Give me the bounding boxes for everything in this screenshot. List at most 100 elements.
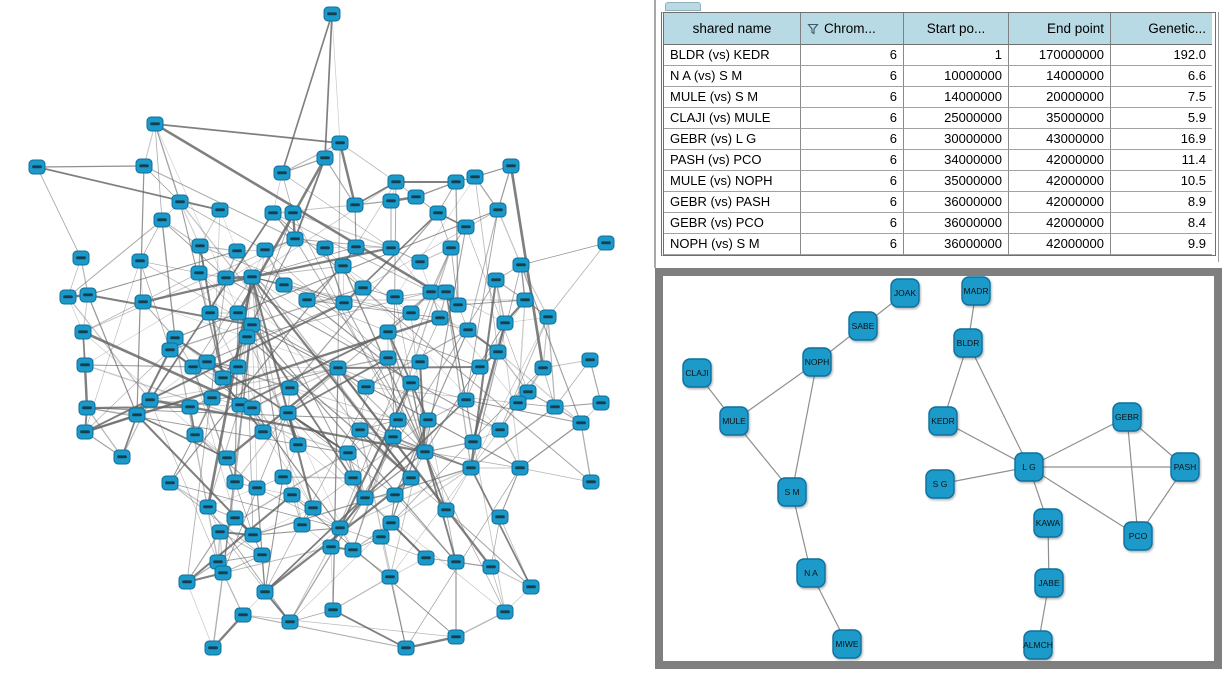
network-edge: [474, 176, 499, 353]
table-cell[interactable]: 30000000: [904, 129, 1009, 150]
detail-network-viewport[interactable]: JOAK SABE NOPH CLAJI MULE S M N A MIWE MADR BLDR K…: [663, 276, 1214, 661]
table-cell[interactable]: 42000000: [1009, 171, 1111, 192]
network-node-kedr[interactable]: [928, 406, 958, 436]
table-cell[interactable]: 6: [801, 171, 904, 192]
node-label-smudge: [516, 263, 526, 267]
table-cell[interactable]: 8.4: [1111, 213, 1212, 234]
network-node-joak[interactable]: [890, 278, 920, 308]
table-cell[interactable]: 36000000: [904, 234, 1009, 255]
table-cell[interactable]: 25000000: [904, 108, 1009, 129]
column-header-genetic[interactable]: Genetic...: [1111, 13, 1212, 45]
table-cell[interactable]: 9.9: [1111, 234, 1212, 255]
table-cell[interactable]: 36000000: [904, 192, 1009, 213]
network-node-almch[interactable]: [1023, 630, 1053, 660]
table-cell[interactable]: 14000000: [904, 87, 1009, 108]
column-header-start-point[interactable]: Start po...: [904, 13, 1009, 45]
network-edge[interactable]: [967, 342, 1030, 468]
table-cell[interactable]: 1: [904, 45, 1009, 66]
table-cell[interactable]: 6: [801, 108, 904, 129]
network-edge: [87, 293, 253, 327]
node-label-smudge: [391, 180, 401, 184]
filter-icon[interactable]: [807, 23, 819, 35]
table-cell[interactable]: MULE (vs) S M: [664, 87, 801, 108]
network-node-sabe[interactable]: [848, 311, 878, 341]
network-edge: [337, 367, 492, 568]
table-cell[interactable]: 42000000: [1009, 234, 1111, 255]
table-cell[interactable]: 6: [801, 213, 904, 234]
table-cell[interactable]: 34000000: [904, 150, 1009, 171]
table-cell[interactable]: 6: [801, 66, 904, 87]
network-edge[interactable]: [1028, 466, 1139, 537]
network-node-pco[interactable]: [1123, 521, 1153, 551]
table-cell[interactable]: 20000000: [1009, 87, 1111, 108]
table-cell[interactable]: N A (vs) S M: [664, 66, 801, 87]
network-node-miwe[interactable]: [832, 629, 862, 659]
network-node-gebr[interactable]: [1112, 402, 1142, 432]
table-cell[interactable]: BLDR (vs) KEDR: [664, 45, 801, 66]
node-label-smudge: [355, 428, 365, 432]
table-cell[interactable]: PASH (vs) PCO: [664, 150, 801, 171]
network-edge: [331, 13, 341, 144]
table-cell[interactable]: 43000000: [1009, 129, 1111, 150]
network-node-pash[interactable]: [1170, 452, 1200, 482]
table-cell[interactable]: 8.9: [1111, 192, 1212, 213]
table-cell[interactable]: GEBR (vs) PASH: [664, 192, 801, 213]
table-cell[interactable]: MULE (vs) NOPH: [664, 171, 801, 192]
table-tab-chip[interactable]: [665, 2, 701, 11]
table-cell[interactable]: 16.9: [1111, 129, 1212, 150]
table-cell[interactable]: 6: [801, 150, 904, 171]
column-header-chromosome[interactable]: Chrom...: [801, 13, 904, 45]
network-node-sg[interactable]: [925, 469, 955, 499]
table-cell[interactable]: 6: [801, 45, 904, 66]
network-node-madr[interactable]: [961, 276, 991, 306]
detail-network-canvas[interactable]: JOAK SABE NOPH CLAJI MULE S M N A MIWE MADR BLDR K…: [663, 276, 1214, 661]
network-overview-panel[interactable]: [0, 0, 655, 669]
network-node-mule[interactable]: [719, 406, 749, 436]
table-cell[interactable]: 10.5: [1111, 171, 1212, 192]
table-cell[interactable]: 35000000: [1009, 108, 1111, 129]
network-edge: [237, 366, 314, 509]
network-node-sm[interactable]: [777, 477, 807, 507]
column-header-end-point[interactable]: End point: [1009, 13, 1111, 45]
network-node-kawa[interactable]: [1033, 508, 1063, 538]
table-cell[interactable]: 6: [801, 234, 904, 255]
network-edge: [86, 407, 123, 458]
network-edge[interactable]: [791, 361, 818, 493]
table-cell[interactable]: 36000000: [904, 213, 1009, 234]
network-node-noph[interactable]: [802, 347, 832, 377]
table-cell[interactable]: 6: [801, 129, 904, 150]
network-node-bldr[interactable]: [953, 328, 983, 358]
table-cell[interactable]: 11.4: [1111, 150, 1212, 171]
network-edge: [347, 382, 412, 454]
network-edge[interactable]: [939, 466, 1030, 485]
table-cell[interactable]: 42000000: [1009, 192, 1111, 213]
table-cell[interactable]: 35000000: [904, 171, 1009, 192]
edge-table: shared name Chrom... Start po... End poi…: [664, 13, 1215, 255]
table-cell[interactable]: 192.0: [1111, 45, 1212, 66]
network-edge: [169, 482, 341, 529]
table-cell[interactable]: 42000000: [1009, 213, 1111, 234]
table-cell[interactable]: 14000000: [1009, 66, 1111, 87]
overview-network-canvas[interactable]: [0, 0, 655, 669]
table-cell[interactable]: CLAJI (vs) MULE: [664, 108, 801, 129]
network-edge[interactable]: [1028, 416, 1128, 468]
network-node-jabe[interactable]: [1034, 568, 1064, 598]
column-header-shared-name[interactable]: shared name: [664, 13, 801, 45]
table-cell[interactable]: 170000000: [1009, 45, 1111, 66]
table-cell[interactable]: 5.9: [1111, 108, 1212, 129]
table-cell[interactable]: 42000000: [1009, 150, 1111, 171]
table-cell[interactable]: NOPH (vs) S M: [664, 234, 801, 255]
table-cell[interactable]: 10000000: [904, 66, 1009, 87]
table-cell[interactable]: GEBR (vs) PCO: [664, 213, 801, 234]
network-edge[interactable]: [1126, 416, 1139, 537]
table-cell[interactable]: 6: [801, 192, 904, 213]
table-cell[interactable]: GEBR (vs) L G: [664, 129, 801, 150]
network-node-lg[interactable]: [1014, 452, 1044, 482]
table-cell[interactable]: 7.5: [1111, 87, 1212, 108]
network-node-na[interactable]: [796, 558, 826, 588]
node-label-smudge: [135, 259, 145, 263]
node-label-smudge: [550, 405, 560, 409]
table-cell[interactable]: 6: [801, 87, 904, 108]
network-node-claji[interactable]: [682, 358, 712, 388]
table-cell[interactable]: 6.6: [1111, 66, 1212, 87]
